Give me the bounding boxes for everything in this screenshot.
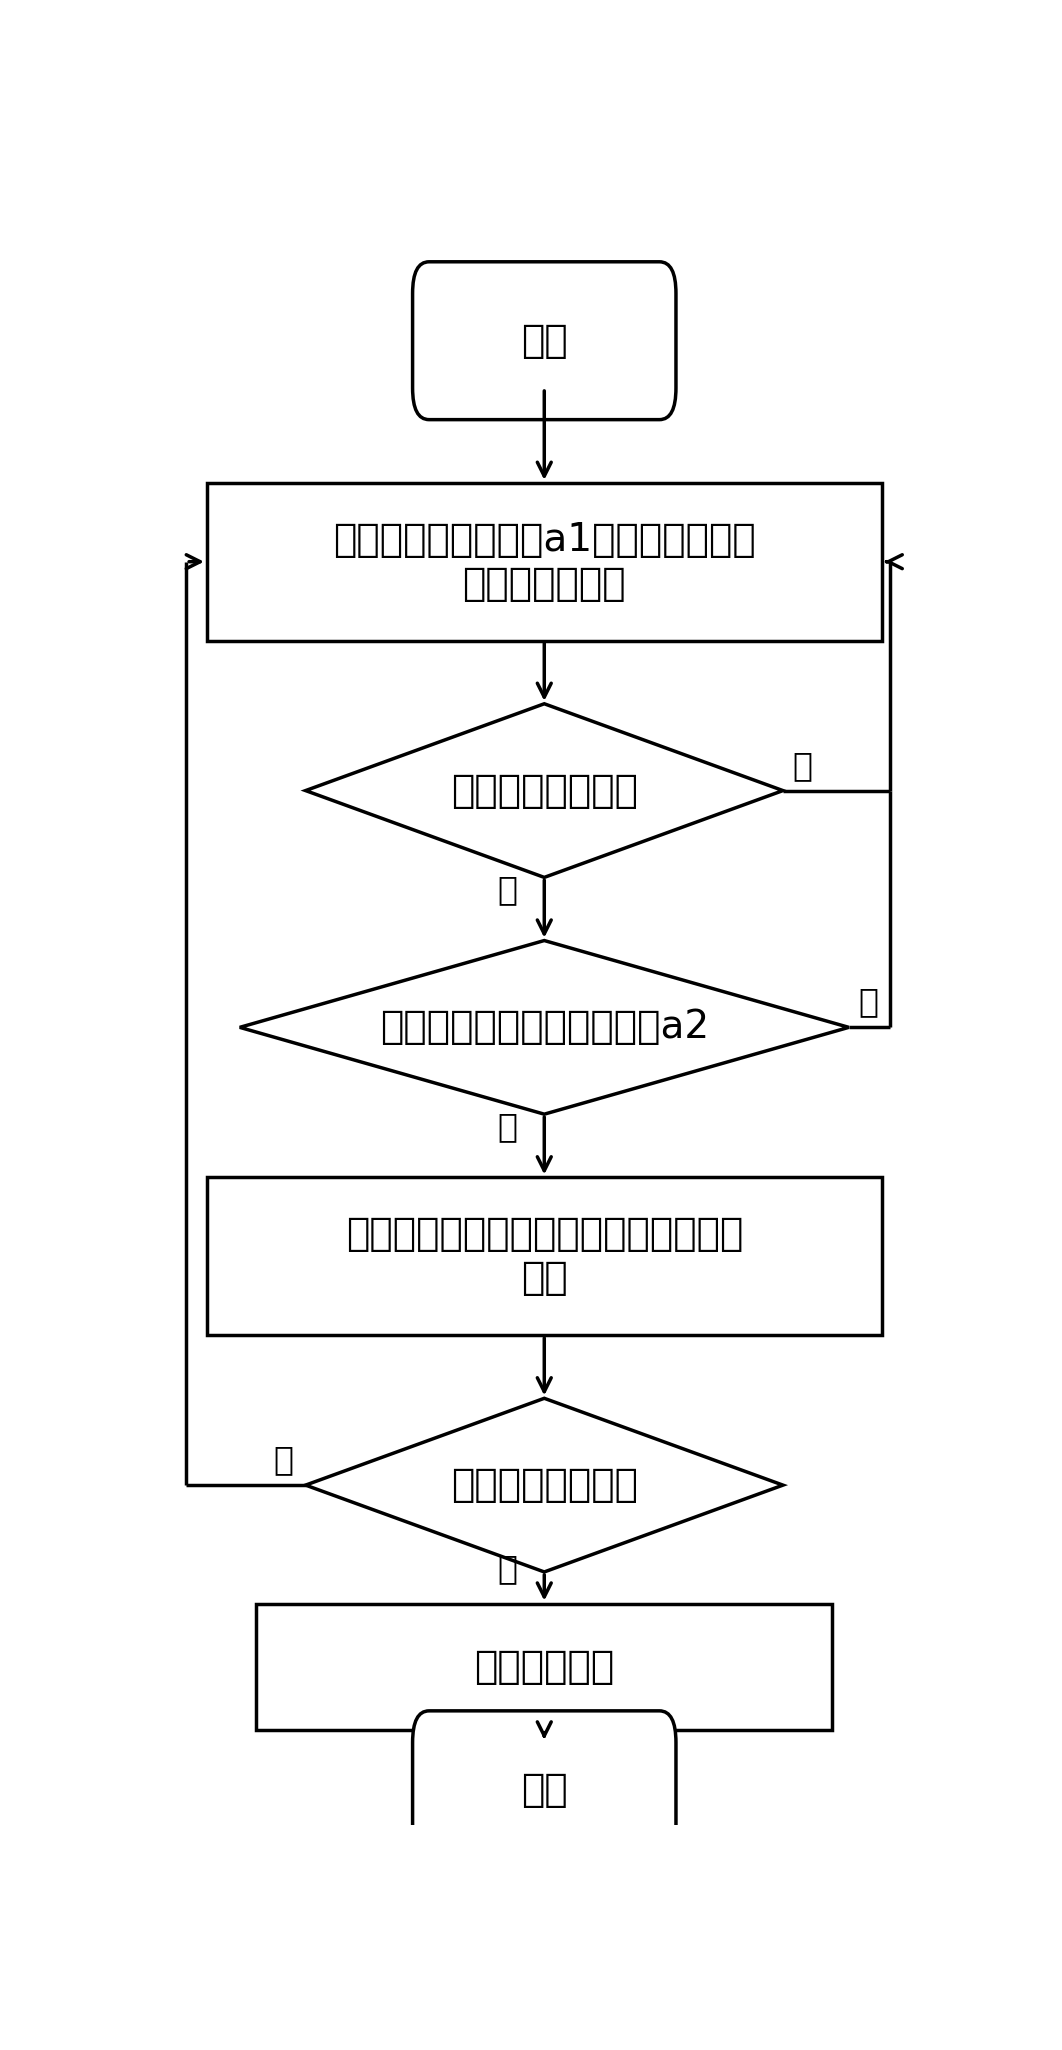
Bar: [207, 1177, 881, 1335]
Text: 是否存在空闲车位: 是否存在空闲车位: [450, 771, 638, 810]
Polygon shape: [306, 1398, 783, 1572]
FancyBboxPatch shape: [412, 1712, 675, 1870]
Text: 结束: 结束: [520, 1771, 568, 1808]
FancyBboxPatch shape: [412, 262, 675, 420]
Text: 否: 否: [859, 986, 878, 1019]
Text: 开始: 开始: [520, 322, 568, 359]
Text: 否: 否: [793, 748, 812, 781]
Text: 目标车位确定: 目标车位确定: [474, 1648, 615, 1685]
Text: 是: 是: [497, 1552, 517, 1585]
Text: 是: 是: [497, 873, 517, 906]
Text: 空闲车位符合车位尺寸信息a2: 空闲车位符合车位尺寸信息a2: [380, 1009, 708, 1046]
Text: 根据停车位方位信息a1控制车位探测模
块探测停车环境: 根据停车位方位信息a1控制车位探测模 块探测停车环境: [332, 521, 756, 603]
Polygon shape: [306, 703, 783, 877]
Bar: [207, 484, 881, 640]
Text: 是: 是: [497, 1111, 517, 1144]
Text: 目标汽车是否停车: 目标汽车是否停车: [450, 1466, 638, 1505]
Text: 通过输入输出模块提示驾驶员存在空闲
车位: 通过输入输出模块提示驾驶员存在空闲 车位: [345, 1216, 743, 1298]
Polygon shape: [240, 941, 849, 1115]
Text: 否: 否: [273, 1443, 293, 1476]
Bar: [256, 1603, 833, 1730]
